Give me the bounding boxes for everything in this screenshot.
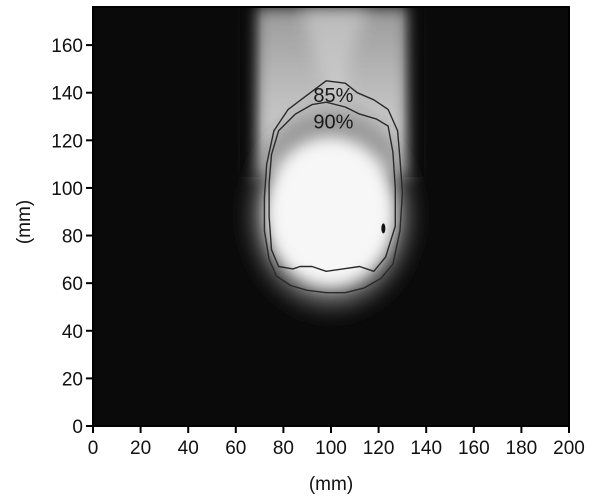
y-tick-label: 20 [62,369,83,390]
x-tick-label: 20 [130,438,151,459]
contour-line-85-percent [263,80,404,294]
x-tick-label: 60 [225,438,246,459]
x-axis-label: (mm) [309,474,353,495]
contour-label: 90% [313,111,353,133]
y-tick-label: 80 [62,227,83,248]
y-tick-label: 60 [62,274,83,295]
x-tick-label: 180 [506,438,538,459]
plume-light-streak [300,8,370,100]
y-tick-label: 160 [51,36,83,57]
x-tick-label: 200 [553,438,585,459]
contour-line-90-percent [268,101,396,272]
y-tick-label: 100 [51,179,83,200]
x-tick-label: 80 [273,438,294,459]
y-tick-label: 40 [62,322,83,343]
y-axis-label: (mm) [14,200,35,244]
x-tick-label: 0 [88,438,99,459]
y-tick-label: 0 [72,417,83,438]
x-tick-label: 120 [363,438,395,459]
y-tick-label: 140 [51,84,83,105]
contour-label: 85% [313,85,353,107]
hot-region-core [268,140,392,284]
dark-spot-marker [381,223,386,234]
x-tick-label: 40 [178,438,199,459]
y-tick-label: 120 [51,131,83,152]
x-tick-label: 160 [458,438,490,459]
x-tick-label: 140 [410,438,442,459]
x-tick-label: 100 [315,438,347,459]
